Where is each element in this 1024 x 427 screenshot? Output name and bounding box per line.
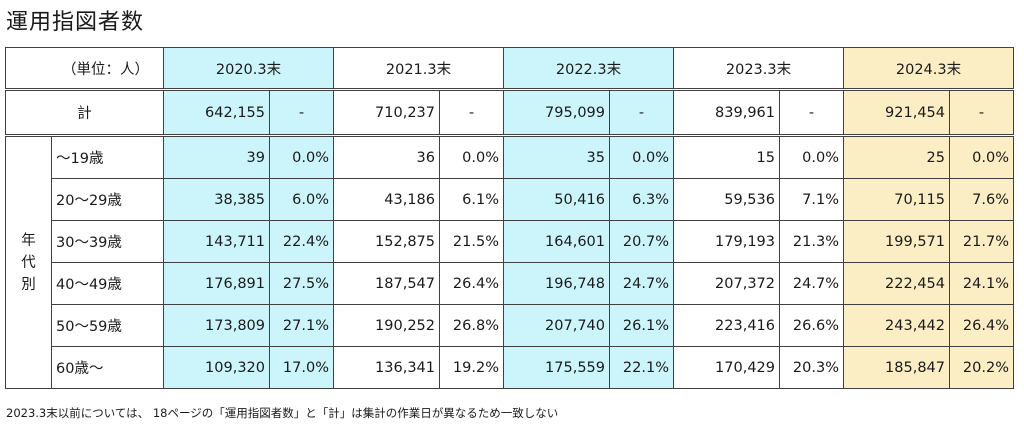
table-cell: 0.0% (439, 135, 504, 179)
table-cell: 136,341 (333, 346, 440, 389)
table-cell: 196,748 (503, 262, 610, 305)
table-cell: - (269, 89, 334, 137)
table-cell: 176,891 (163, 262, 270, 305)
row-label: 50〜59歳 (51, 304, 164, 347)
table-cell: 21.7% (949, 220, 1014, 263)
table-cell: 0.0% (779, 135, 844, 179)
table-cell: 38,385 (163, 178, 270, 221)
table-cell: 26.4% (949, 304, 1014, 347)
table-cell: 26.1% (609, 304, 674, 347)
table-cell: 839,961 (673, 89, 780, 137)
table-cell: 173,809 (163, 304, 270, 347)
table-cell: 222,454 (843, 262, 950, 305)
table-cell: 710,237 (333, 89, 440, 137)
table-cell: 207,740 (503, 304, 610, 347)
age-group-char: 代 (21, 254, 36, 271)
table-cell: 50,416 (503, 178, 610, 221)
age-group-label: 年 代 別 (5, 135, 52, 389)
row-label: 20〜29歳 (51, 178, 164, 221)
row-label: 40〜49歳 (51, 262, 164, 305)
table-cell: 25 (843, 135, 950, 179)
total-row: 計 642,155 - 710,237 - 795,099 - 839,961 … (5, 89, 1014, 137)
table-cell: 26.6% (779, 304, 844, 347)
table-cell: 223,416 (673, 304, 780, 347)
table-row: 50〜59歳 173,809 27.1% 190,252 26.8% 207,7… (6, 304, 1014, 347)
table-cell: 7.1% (779, 178, 844, 221)
table-cell: 15 (673, 135, 780, 179)
table-cell: - (609, 89, 674, 137)
year-header: 2023.3末 (673, 47, 844, 91)
table-cell: 0.0% (609, 135, 674, 179)
table-cell: 6.1% (439, 178, 504, 221)
table-cell: 143,711 (163, 220, 270, 263)
table-cell: 175,559 (503, 346, 610, 389)
table-cell: 109,320 (163, 346, 270, 389)
age-group-char: 別 (21, 276, 36, 293)
table-cell: 0.0% (269, 135, 334, 179)
header-row: （単位：人） 2020.3末 2021.3末 2022.3末 2023.3末 2… (5, 47, 1014, 91)
table-cell: 24.7% (779, 262, 844, 305)
table-cell: - (949, 89, 1014, 137)
table-cell: 26.8% (439, 304, 504, 347)
table-cell: - (439, 89, 504, 137)
total-label: 計 (5, 89, 164, 137)
table-cell: 59,536 (673, 178, 780, 221)
year-header: 2022.3末 (503, 47, 674, 91)
table-cell: 21.5% (439, 220, 504, 263)
footnote: 2023.3末以前については、 18ページの「運用指図者数」と「計」は集計の作業… (6, 406, 559, 420)
table-cell: 20.3% (779, 346, 844, 389)
table-cell: 27.5% (269, 262, 334, 305)
table-row: 40〜49歳 176,891 27.5% 187,547 26.4% 196,7… (6, 262, 1014, 305)
table-cell: 185,847 (843, 346, 950, 389)
table-cell: 17.0% (269, 346, 334, 389)
table-cell: 36 (333, 135, 440, 179)
table-cell: - (779, 89, 844, 137)
table-cell: 179,193 (673, 220, 780, 263)
table-cell: 19.2% (439, 346, 504, 389)
unit-label: （単位：人） (5, 47, 164, 91)
row-label: 30〜39歳 (51, 220, 164, 263)
table-cell: 190,252 (333, 304, 440, 347)
table-cell: 6.3% (609, 178, 674, 221)
year-header: 2021.3末 (333, 47, 504, 91)
table-row: 30〜39歳 143,711 22.4% 152,875 21.5% 164,6… (6, 220, 1014, 263)
table-cell: 243,442 (843, 304, 950, 347)
table-cell: 24.7% (609, 262, 674, 305)
table-cell: 187,547 (333, 262, 440, 305)
table-cell: 24.1% (949, 262, 1014, 305)
table-cell: 21.3% (779, 220, 844, 263)
table-cell: 20.2% (949, 346, 1014, 389)
table-cell: 70,115 (843, 178, 950, 221)
table-cell: 795,099 (503, 89, 610, 137)
page-title: 運用指図者数 (6, 10, 145, 35)
table-cell: 921,454 (843, 89, 950, 137)
table-cell: 0.0% (949, 135, 1014, 179)
table-cell: 27.1% (269, 304, 334, 347)
table-cell: 26.4% (439, 262, 504, 305)
table-cell: 642,155 (163, 89, 270, 137)
table-cell: 170,429 (673, 346, 780, 389)
table-cell: 152,875 (333, 220, 440, 263)
table-cell: 199,571 (843, 220, 950, 263)
table-row: 20〜29歳 38,385 6.0% 43,186 6.1% 50,416 6.… (6, 178, 1014, 221)
table-cell: 43,186 (333, 178, 440, 221)
table-cell: 20.7% (609, 220, 674, 263)
table-cell: 7.6% (949, 178, 1014, 221)
table-row: 年 代 別 〜19歳 39 0.0% 36 0.0% 35 0.0% 15 0.… (5, 135, 1014, 389)
table-cell: 164,601 (503, 220, 610, 263)
table-cell: 39 (163, 135, 270, 179)
table-cell: 22.4% (269, 220, 334, 263)
table-cell: 22.1% (609, 346, 674, 389)
table-cell: 207,372 (673, 262, 780, 305)
table-row: 60歳〜 109,320 17.0% 136,341 19.2% 175,559… (6, 346, 1014, 389)
row-label: 〜19歳 (51, 135, 164, 179)
year-header: 2024.3末 (843, 47, 1014, 91)
year-header: 2020.3末 (163, 47, 334, 91)
table-cell: 6.0% (269, 178, 334, 221)
age-group-char: 年 (21, 232, 36, 249)
table-cell: 35 (503, 135, 610, 179)
operator-count-table: （単位：人） 2020.3末 2021.3末 2022.3末 2023.3末 2… (5, 47, 1014, 389)
row-label: 60歳〜 (51, 346, 164, 389)
